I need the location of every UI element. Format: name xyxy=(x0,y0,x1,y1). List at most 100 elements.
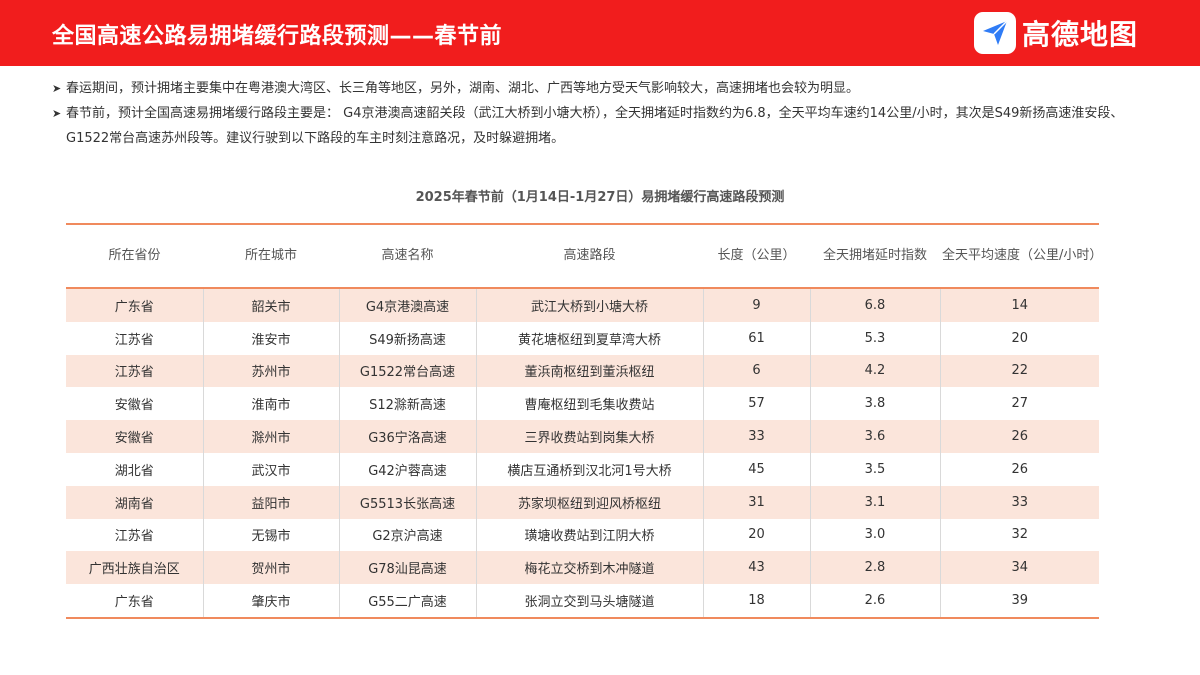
cell-highway: G55二广高速 xyxy=(338,584,476,619)
cell-length: 57 xyxy=(702,387,810,421)
cell-highway: G1522常台高速 xyxy=(338,354,476,388)
table-row: 广东省 韶关市 G4京港澳高速 武江大桥到小塘大桥 9 6.8 14 xyxy=(66,288,1099,322)
header-delay-index: 全天拥堵延时指数 xyxy=(810,223,940,289)
cell-province: 江苏省 xyxy=(66,354,203,388)
cell-section: 武江大桥到小塘大桥 xyxy=(475,288,703,322)
cell-length: 6 xyxy=(702,354,810,388)
cell-highway: G4京港澳高速 xyxy=(338,288,476,322)
bullet-text: 春节前，预计全国高速易拥堵缓行路段主要是： G4京港澳高速韶关段（武江大桥到小塘… xyxy=(66,106,1124,146)
cell-city: 淮南市 xyxy=(202,387,339,421)
cell-city: 无锡市 xyxy=(202,518,339,552)
header-avg-speed: 全天平均速度（公里/小时） xyxy=(940,223,1102,289)
table-header-row: 所在省份 所在城市 高速名称 高速路段 长度（公里） 全天拥堵延时指数 全天平均… xyxy=(66,223,1102,289)
cell-avg-speed: 32 xyxy=(939,518,1099,552)
cell-city: 贺州市 xyxy=(202,551,339,585)
cell-delay-index: 6.8 xyxy=(809,288,940,322)
cell-avg-speed: 27 xyxy=(939,387,1099,421)
cell-avg-speed: 20 xyxy=(939,321,1099,355)
paper-plane-icon xyxy=(974,12,1016,54)
header-section: 高速路段 xyxy=(476,223,703,289)
table-row: 安徽省 淮南市 S12滁新高速 曹庵枢纽到毛集收费站 57 3.8 27 xyxy=(66,387,1099,421)
brand-logo: 高德地图 xyxy=(974,12,1138,54)
cell-section: 苏家坝枢纽到迎风桥枢纽 xyxy=(475,485,703,519)
cell-section: 璜塘收费站到江阴大桥 xyxy=(475,518,703,552)
cell-avg-speed: 26 xyxy=(939,420,1099,453)
cell-province: 安徽省 xyxy=(66,420,203,453)
table-row: 湖南省 益阳市 G5513长张高速 苏家坝枢纽到迎风桥枢纽 31 3.1 33 xyxy=(66,485,1099,519)
cell-city: 益阳市 xyxy=(202,485,339,519)
bullet-arrow-icon: ➤ xyxy=(52,82,62,95)
cell-delay-index: 3.6 xyxy=(809,420,940,453)
cell-length: 9 xyxy=(702,288,810,322)
cell-province: 安徽省 xyxy=(114,398,154,414)
cell-city: 淮安市 xyxy=(202,321,339,355)
cell-section: 董浜南枢纽到董浜枢纽 xyxy=(475,354,703,388)
cell-avg-speed: 33 xyxy=(939,485,1099,519)
cell-section: 梅花立交桥到木冲隧道 xyxy=(475,551,703,585)
cell-section: 黄花塘枢纽到夏草湾大桥 xyxy=(475,321,703,355)
cell-highway: S49新扬高速 xyxy=(338,321,476,355)
cell-city: 滁州市 xyxy=(202,420,339,453)
cell-section: 曹庵枢纽到毛集收费站 xyxy=(475,387,703,421)
cell-delay-index: 3.8 xyxy=(809,387,940,421)
table-row: 江苏省 无锡市 G2京沪高速 璜塘收费站到江阴大桥 20 3.0 32 xyxy=(66,518,1099,552)
cell-province: 广西壮族自治区 xyxy=(66,551,203,585)
cell-delay-index: 2.8 xyxy=(809,551,940,585)
cell-length: 20 xyxy=(702,518,810,552)
header-bar: 全国高速公路易拥堵缓行路段预测——春节前 高德地图 xyxy=(0,0,1200,66)
cell-province: 广东省 xyxy=(66,288,203,322)
cell-length: 45 xyxy=(702,452,810,486)
header-city: 所在城市 xyxy=(203,223,339,289)
cell-length: 18 xyxy=(702,584,810,619)
cell-highway: G5513长张高速 xyxy=(338,485,476,519)
table-row: 广西壮族自治区 贺州市 G78汕昆高速 梅花立交桥到木冲隧道 43 2.8 34 xyxy=(66,551,1099,585)
table-body: 广东省 韶关市 G4京港澳高速 武江大桥到小塘大桥 9 6.8 14 江苏省 淮安市 S49新扬高… xyxy=(66,288,1099,619)
cell-section: 张洞立交到马头塘隧道 xyxy=(475,584,703,619)
brand-name: 高德地图 xyxy=(1022,18,1139,51)
cell-length: 61 xyxy=(702,321,810,355)
cell-city: 肇庆市 xyxy=(202,584,339,619)
cell-length: 31 xyxy=(702,485,810,519)
cell-delay-index: 3.1 xyxy=(809,485,940,519)
cell-highway: G42沪蓉高速 xyxy=(338,452,476,486)
cell-section: 横店互通桥到汉北河1号大桥 xyxy=(475,452,703,486)
header-highway: 高速名称 xyxy=(339,223,476,289)
cell-delay-index: 4.2 xyxy=(809,354,940,388)
cell-section: 三界收费站到岗集大桥 xyxy=(475,420,703,453)
cell-length: 43 xyxy=(702,551,810,585)
table-row: 湖北省 武汉市 G42沪蓉高速 横店互通桥到汉北河1号大桥 45 3.5 26 xyxy=(66,452,1099,486)
cell-province: 湖北省 xyxy=(114,463,154,479)
cell-city: 武汉市 xyxy=(202,452,339,486)
cell-length: 33 xyxy=(702,420,810,453)
bullet-item: ➤ 春运期间，预计拥堵主要集中在粤港澳大湾区、长三角等地区，另外，湖南、湖北、广… xyxy=(52,76,1152,101)
cell-province: 江苏省 xyxy=(114,529,154,545)
cell-delay-index: 2.6 xyxy=(809,584,940,619)
cell-avg-speed: 22 xyxy=(939,354,1099,388)
cell-province: 江苏省 xyxy=(114,332,154,348)
cell-delay-index: 5.3 xyxy=(809,321,940,355)
cell-city: 韶关市 xyxy=(202,288,339,322)
congestion-table: 所在省份 所在城市 高速名称 高速路段 长度（公里） 全天拥堵延时指数 全天平均… xyxy=(66,223,1102,619)
page-title: 全国高速公路易拥堵缓行路段预测——春节前 xyxy=(52,24,503,49)
cell-highway: G78汕昆高速 xyxy=(338,551,476,585)
table-row: 江苏省 淮安市 S49新扬高速 黄花塘枢纽到夏草湾大桥 61 5.3 20 xyxy=(66,321,1099,355)
header-province: 所在省份 xyxy=(66,223,203,289)
cell-city: 苏州市 xyxy=(202,354,339,388)
cell-avg-speed: 14 xyxy=(939,288,1099,322)
cell-avg-speed: 39 xyxy=(939,584,1099,619)
table-title: 2025年春节前（1月14日-1月27日）易拥堵缓行高速路段预测 xyxy=(415,190,785,205)
cell-highway: G2京沪高速 xyxy=(338,518,476,552)
cell-province: 湖南省 xyxy=(66,485,203,519)
table-row: 广东省 肇庆市 G55二广高速 张洞立交到马头塘隧道 18 2.6 39 xyxy=(66,584,1099,619)
cell-highway: S12滁新高速 xyxy=(338,387,476,421)
summary-bullets: ➤ 春运期间，预计拥堵主要集中在粤港澳大湾区、长三角等地区，另外，湖南、湖北、广… xyxy=(52,76,1152,151)
bullet-text: 春运期间，预计拥堵主要集中在粤港澳大湾区、长三角等地区，另外，湖南、湖北、广西等… xyxy=(66,81,860,96)
table-row: 安徽省 滁州市 G36宁洛高速 三界收费站到岗集大桥 33 3.6 26 xyxy=(66,420,1099,453)
bullet-arrow-icon: ➤ xyxy=(52,107,62,120)
bullet-item: ➤ 春节前，预计全国高速易拥堵缓行路段主要是： G4京港澳高速韶关段（武江大桥到… xyxy=(52,101,1152,151)
cell-province: 广东省 xyxy=(66,584,203,619)
cell-delay-index: 3.0 xyxy=(809,518,940,552)
cell-highway: G36宁洛高速 xyxy=(338,420,476,453)
header-length: 长度（公里） xyxy=(703,223,810,289)
cell-avg-speed: 26 xyxy=(939,452,1099,486)
